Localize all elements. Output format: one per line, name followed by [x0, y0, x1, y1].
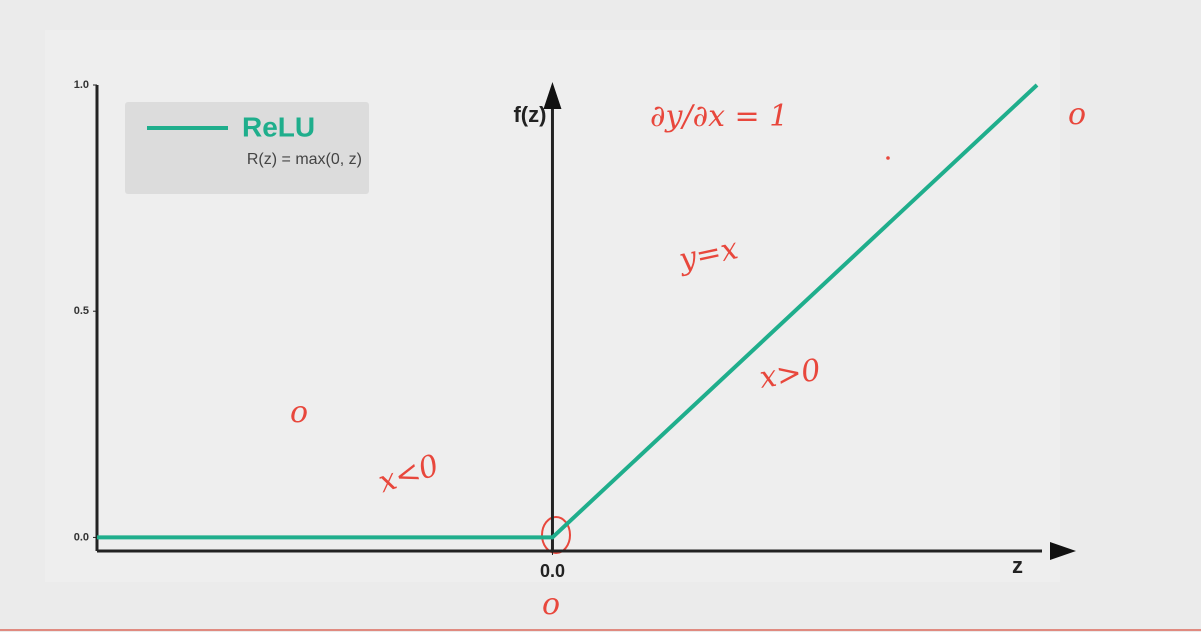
annotation-dot — [886, 156, 890, 160]
annotation: o — [290, 395, 308, 430]
annotation: o — [542, 587, 560, 622]
line-series — [97, 83, 1039, 540]
annotation: ∂y/∂x = 1 — [650, 99, 788, 134]
y-tick-label: 0.0 — [74, 531, 89, 543]
x-axis-arrow — [1050, 542, 1076, 560]
legend-label: ReLU — [242, 111, 315, 142]
legend-subtitle: R(z) = max(0, z) — [247, 151, 362, 168]
y-axis-label: f(z) — [513, 102, 546, 127]
legend-box — [125, 102, 369, 194]
y-tick-label: 1.0 — [74, 79, 89, 91]
y-tick-label: 0.5 — [74, 305, 89, 317]
x-axis-label: z — [1012, 553, 1023, 578]
x-tick-label: 0.0 — [540, 561, 565, 581]
annotation-circle — [541, 516, 571, 554]
annotation: x>0 — [757, 353, 822, 396]
y-axis-arrow — [543, 82, 562, 109]
annotation: o — [1068, 97, 1086, 132]
